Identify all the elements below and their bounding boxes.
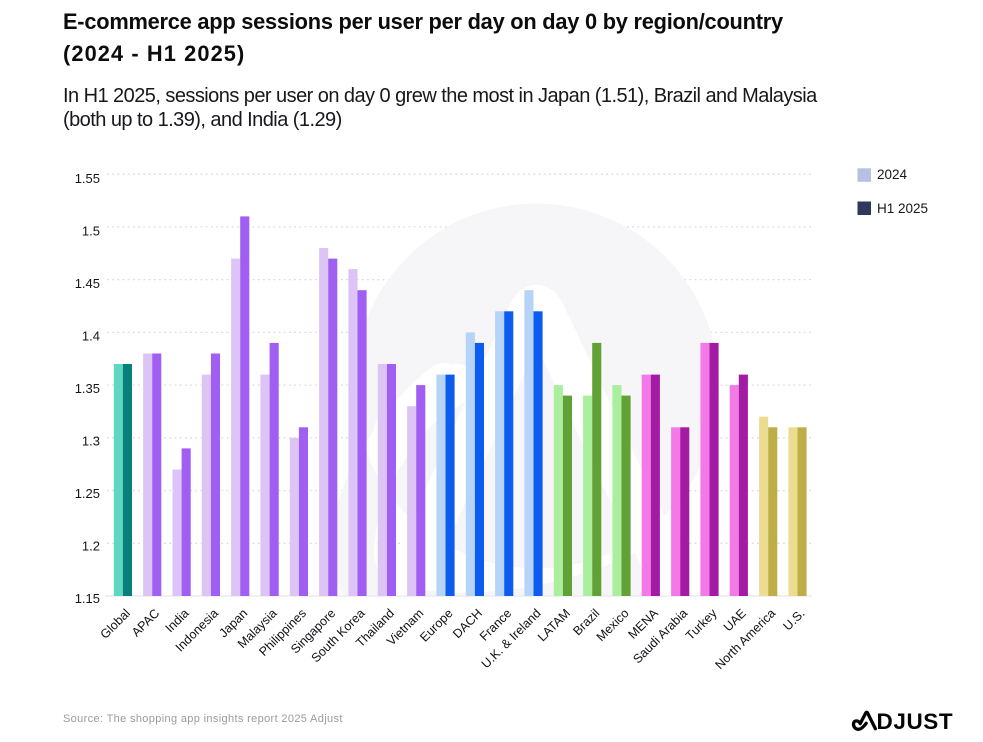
svg-text:LATAM: LATAM xyxy=(535,606,573,644)
svg-text:1.3: 1.3 xyxy=(82,433,100,448)
svg-text:1.5: 1.5 xyxy=(82,224,100,239)
svg-text:1.35: 1.35 xyxy=(75,381,100,396)
svg-text:Europe: Europe xyxy=(417,606,455,644)
svg-text:1.45: 1.45 xyxy=(75,276,100,291)
svg-text:Global: Global xyxy=(98,606,133,641)
svg-text:1.15: 1.15 xyxy=(75,591,100,606)
svg-text:2024: 2024 xyxy=(877,167,908,182)
svg-text:1.25: 1.25 xyxy=(75,486,100,501)
svg-text:H1 2025: H1 2025 xyxy=(877,201,928,216)
svg-text:Turkey: Turkey xyxy=(683,606,720,643)
svg-text:APAC: APAC xyxy=(129,606,162,639)
svg-text:DJUST: DJUST xyxy=(877,709,954,734)
svg-text:1.55: 1.55 xyxy=(75,171,100,186)
svg-text:U.S.: U.S. xyxy=(781,606,808,633)
svg-text:Mexico: Mexico xyxy=(594,606,632,644)
svg-text:1.4: 1.4 xyxy=(82,329,100,344)
svg-text:1.2: 1.2 xyxy=(82,538,100,553)
